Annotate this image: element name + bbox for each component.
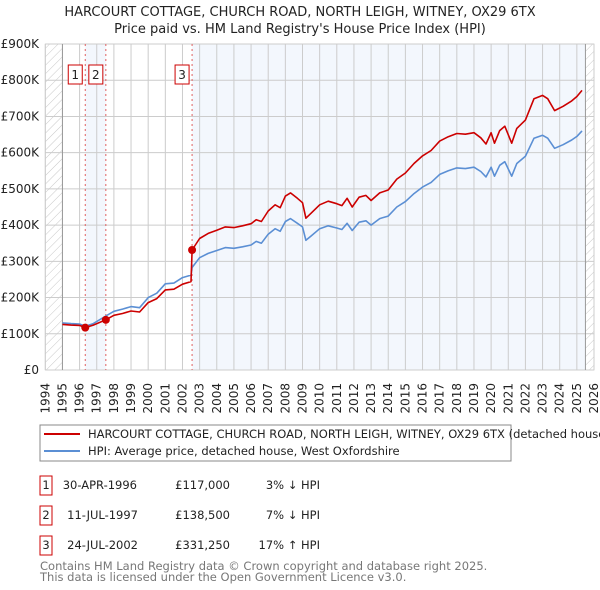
sale-marker-label: 2: [92, 68, 100, 82]
table-row: 1 30-APR-1996 £117,000 3% ↓ HPI: [39, 475, 320, 496]
x-tick-label: 2001: [158, 383, 172, 414]
x-tick-label: 2012: [347, 383, 361, 414]
y-tick-label: £100K: [1, 327, 41, 341]
x-tick-label: 2018: [450, 383, 464, 414]
table-row: 3 24-JUL-2002 £331,250 17% ↑ HPI: [39, 535, 320, 556]
x-tick-label: 2015: [398, 383, 412, 414]
property-price-line: [62, 89, 583, 329]
footer-copyright: Contains HM Land Registry data © Crown c…: [40, 559, 487, 573]
x-tick-label: 2006: [244, 383, 258, 414]
sale-price: £331,250: [175, 538, 230, 552]
sales-table: 1 30-APR-1996 £117,000 3% ↓ HPI 2 11-JUL…: [39, 475, 320, 556]
sale-number: 1: [42, 478, 49, 492]
x-tick-label: 1996: [73, 383, 87, 414]
x-tick-label: 2004: [210, 383, 224, 414]
x-tick-label: 2014: [381, 383, 395, 414]
sale-price: £117,000: [175, 478, 230, 492]
sale-hpi-diff: 3% ↓ HPI: [266, 478, 320, 492]
x-tick-label: 2019: [467, 383, 481, 414]
chart-subtitle: Price paid vs. HM Land Registry's House …: [114, 22, 486, 37]
x-tick-label: 2000: [141, 383, 155, 414]
x-tick-label: 2017: [433, 383, 447, 414]
x-tick-label: 2021: [501, 383, 515, 414]
x-tick-label: 2010: [313, 383, 327, 414]
sale-hpi-diff: 17% ↑ HPI: [259, 538, 320, 552]
x-tick-label: 2002: [175, 383, 189, 414]
x-tick-label: 2016: [416, 383, 430, 414]
sale-date: 24-JUL-2002: [67, 538, 138, 552]
x-tick-label: 2005: [227, 383, 241, 414]
table-row: 2 11-JUL-1997 £138,500 7% ↓ HPI: [39, 505, 320, 526]
x-tick-label: 2022: [518, 383, 532, 414]
y-tick-label: £900K: [1, 37, 41, 51]
sale-marker-label: 1: [71, 68, 79, 82]
y-tick-label: £400K: [1, 218, 41, 232]
x-tick-label: 1997: [90, 383, 104, 414]
x-tick-label: 2023: [536, 383, 550, 414]
sale-marker-label: 3: [178, 68, 186, 82]
y-tick-label: £800K: [1, 73, 41, 87]
x-tick-label: 2026: [587, 383, 600, 414]
x-tick-label: 2008: [278, 383, 292, 414]
hpi-line: [62, 130, 583, 328]
legend-label-hpi: HPI: Average price, detached house, West…: [88, 444, 400, 458]
sale-point: [101, 315, 110, 324]
sale-price: £138,500: [175, 508, 230, 522]
sale-marker-box: [174, 64, 190, 85]
sale-number: 3: [42, 538, 49, 552]
no-data-hatch-left: [45, 44, 63, 370]
y-tick-label: £0: [24, 363, 39, 377]
chart-title: HARCOURT COTTAGE, CHURCH ROAD, NORTH LEI…: [64, 5, 535, 20]
x-tick-label: 1994: [38, 383, 52, 414]
x-tick-label: 1995: [55, 383, 69, 414]
sale-date: 30-APR-1996: [63, 478, 137, 492]
y-tick-label: £500K: [1, 182, 41, 196]
ownership-shade: [192, 44, 586, 370]
x-tick-label: 2011: [330, 383, 344, 414]
sale-number: 2: [42, 508, 49, 522]
legend-label-property: HARCOURT COTTAGE, CHURCH ROAD, NORTH LEI…: [88, 427, 600, 441]
y-tick-label: £200K: [1, 291, 41, 305]
ownership-shade: [85, 44, 106, 370]
y-tick-label: £300K: [1, 254, 41, 268]
x-tick-label: 2007: [261, 383, 275, 414]
x-tick-label: 1999: [124, 383, 138, 414]
x-tick-label: 2009: [296, 383, 310, 414]
sale-hpi-diff: 7% ↓ HPI: [266, 508, 320, 522]
x-tick-label: 2003: [193, 383, 207, 414]
x-tick-label: 1998: [107, 383, 121, 414]
sale-point: [81, 323, 90, 332]
x-tick-label: 2024: [553, 383, 567, 414]
x-tick-label: 2020: [484, 383, 498, 414]
x-tick-label: 2013: [364, 383, 378, 414]
footer-licence: This data is licensed under the Open Gov…: [39, 570, 406, 584]
plot-area: 1994 1995 1996 1997 1998 1999 2000 2001 2002 2003…: [1, 37, 600, 414]
legend: HARCOURT COTTAGE, CHURCH ROAD, NORTH LEI…: [39, 424, 600, 462]
sale-date: 11-JUL-1997: [67, 508, 138, 522]
sale-point: [188, 246, 197, 255]
no-data-hatch-right: [585, 44, 594, 370]
x-tick-label: 2025: [570, 383, 584, 414]
y-tick-label: £700K: [1, 109, 41, 123]
sale-marker-box: [67, 64, 83, 85]
sale-marker-box: [88, 64, 104, 85]
y-tick-label: £600K: [1, 146, 41, 160]
